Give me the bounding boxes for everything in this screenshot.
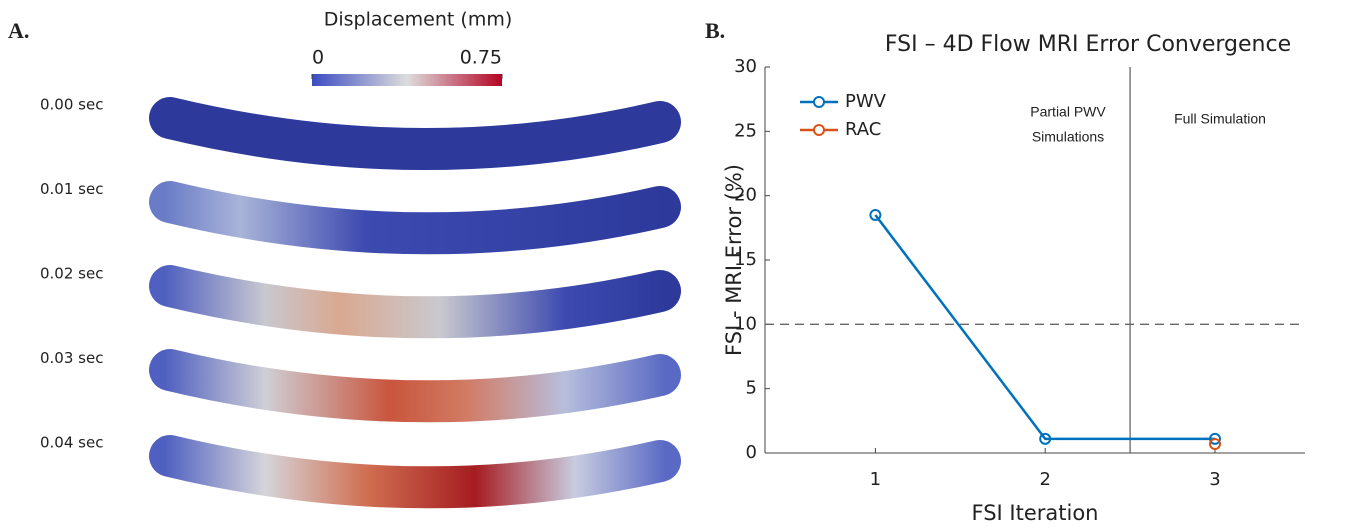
chart-title: FSI – 4D Flow MRI Error Convergence (885, 32, 1291, 57)
x-tick-label: 3 (1209, 469, 1220, 490)
x-axis-label: FSI Iteration (972, 501, 1099, 525)
data-point (869, 208, 882, 221)
colorbar-tick-label: 0.75 (460, 47, 502, 69)
colorbar-tick-label: 0 (312, 47, 324, 69)
y-tick-label: 15 (734, 249, 757, 270)
tube (149, 349, 681, 423)
legend-label: RAC (845, 119, 881, 140)
y-tick-label: 5 (746, 378, 757, 399)
y-tick-label: 20 (734, 185, 757, 206)
time-label: 0.00 sec (40, 96, 103, 114)
tubes (149, 97, 681, 509)
y-tick-label: 30 (734, 56, 757, 77)
legend-marker (813, 124, 825, 136)
colorbar (312, 74, 502, 86)
annotation: Simulations (1032, 129, 1104, 145)
tube (149, 265, 681, 339)
data-point (1209, 437, 1221, 450)
data-point (1209, 432, 1221, 445)
x-tick-label: 1 (870, 469, 881, 490)
annotation: Full Simulation (1174, 111, 1266, 127)
time-label: 0.01 sec (40, 180, 103, 198)
time-label: 0.04 sec (40, 434, 103, 452)
tube (149, 435, 681, 509)
y-tick-label: 0 (746, 442, 757, 463)
y-tick-label: 10 (734, 313, 757, 334)
panel-label: A. (8, 18, 29, 43)
tube (149, 181, 681, 255)
panel-label: B. (705, 18, 725, 43)
annotation: Partial PWV (1030, 104, 1106, 120)
legend-label: PWV (845, 91, 887, 112)
time-label: 0.02 sec (40, 265, 103, 283)
tube (149, 97, 681, 171)
series-line (874, 214, 1215, 441)
data-point (1039, 432, 1052, 445)
x-tick-label: 2 (1039, 469, 1050, 490)
colorbar-title: Displacement (mm) (324, 9, 513, 31)
y-tick-label: 25 (734, 120, 757, 141)
time-label: 0.03 sec (40, 349, 103, 367)
y-axis-label: FSI - MRI Error (%) (722, 164, 746, 356)
legend-marker (813, 96, 825, 108)
